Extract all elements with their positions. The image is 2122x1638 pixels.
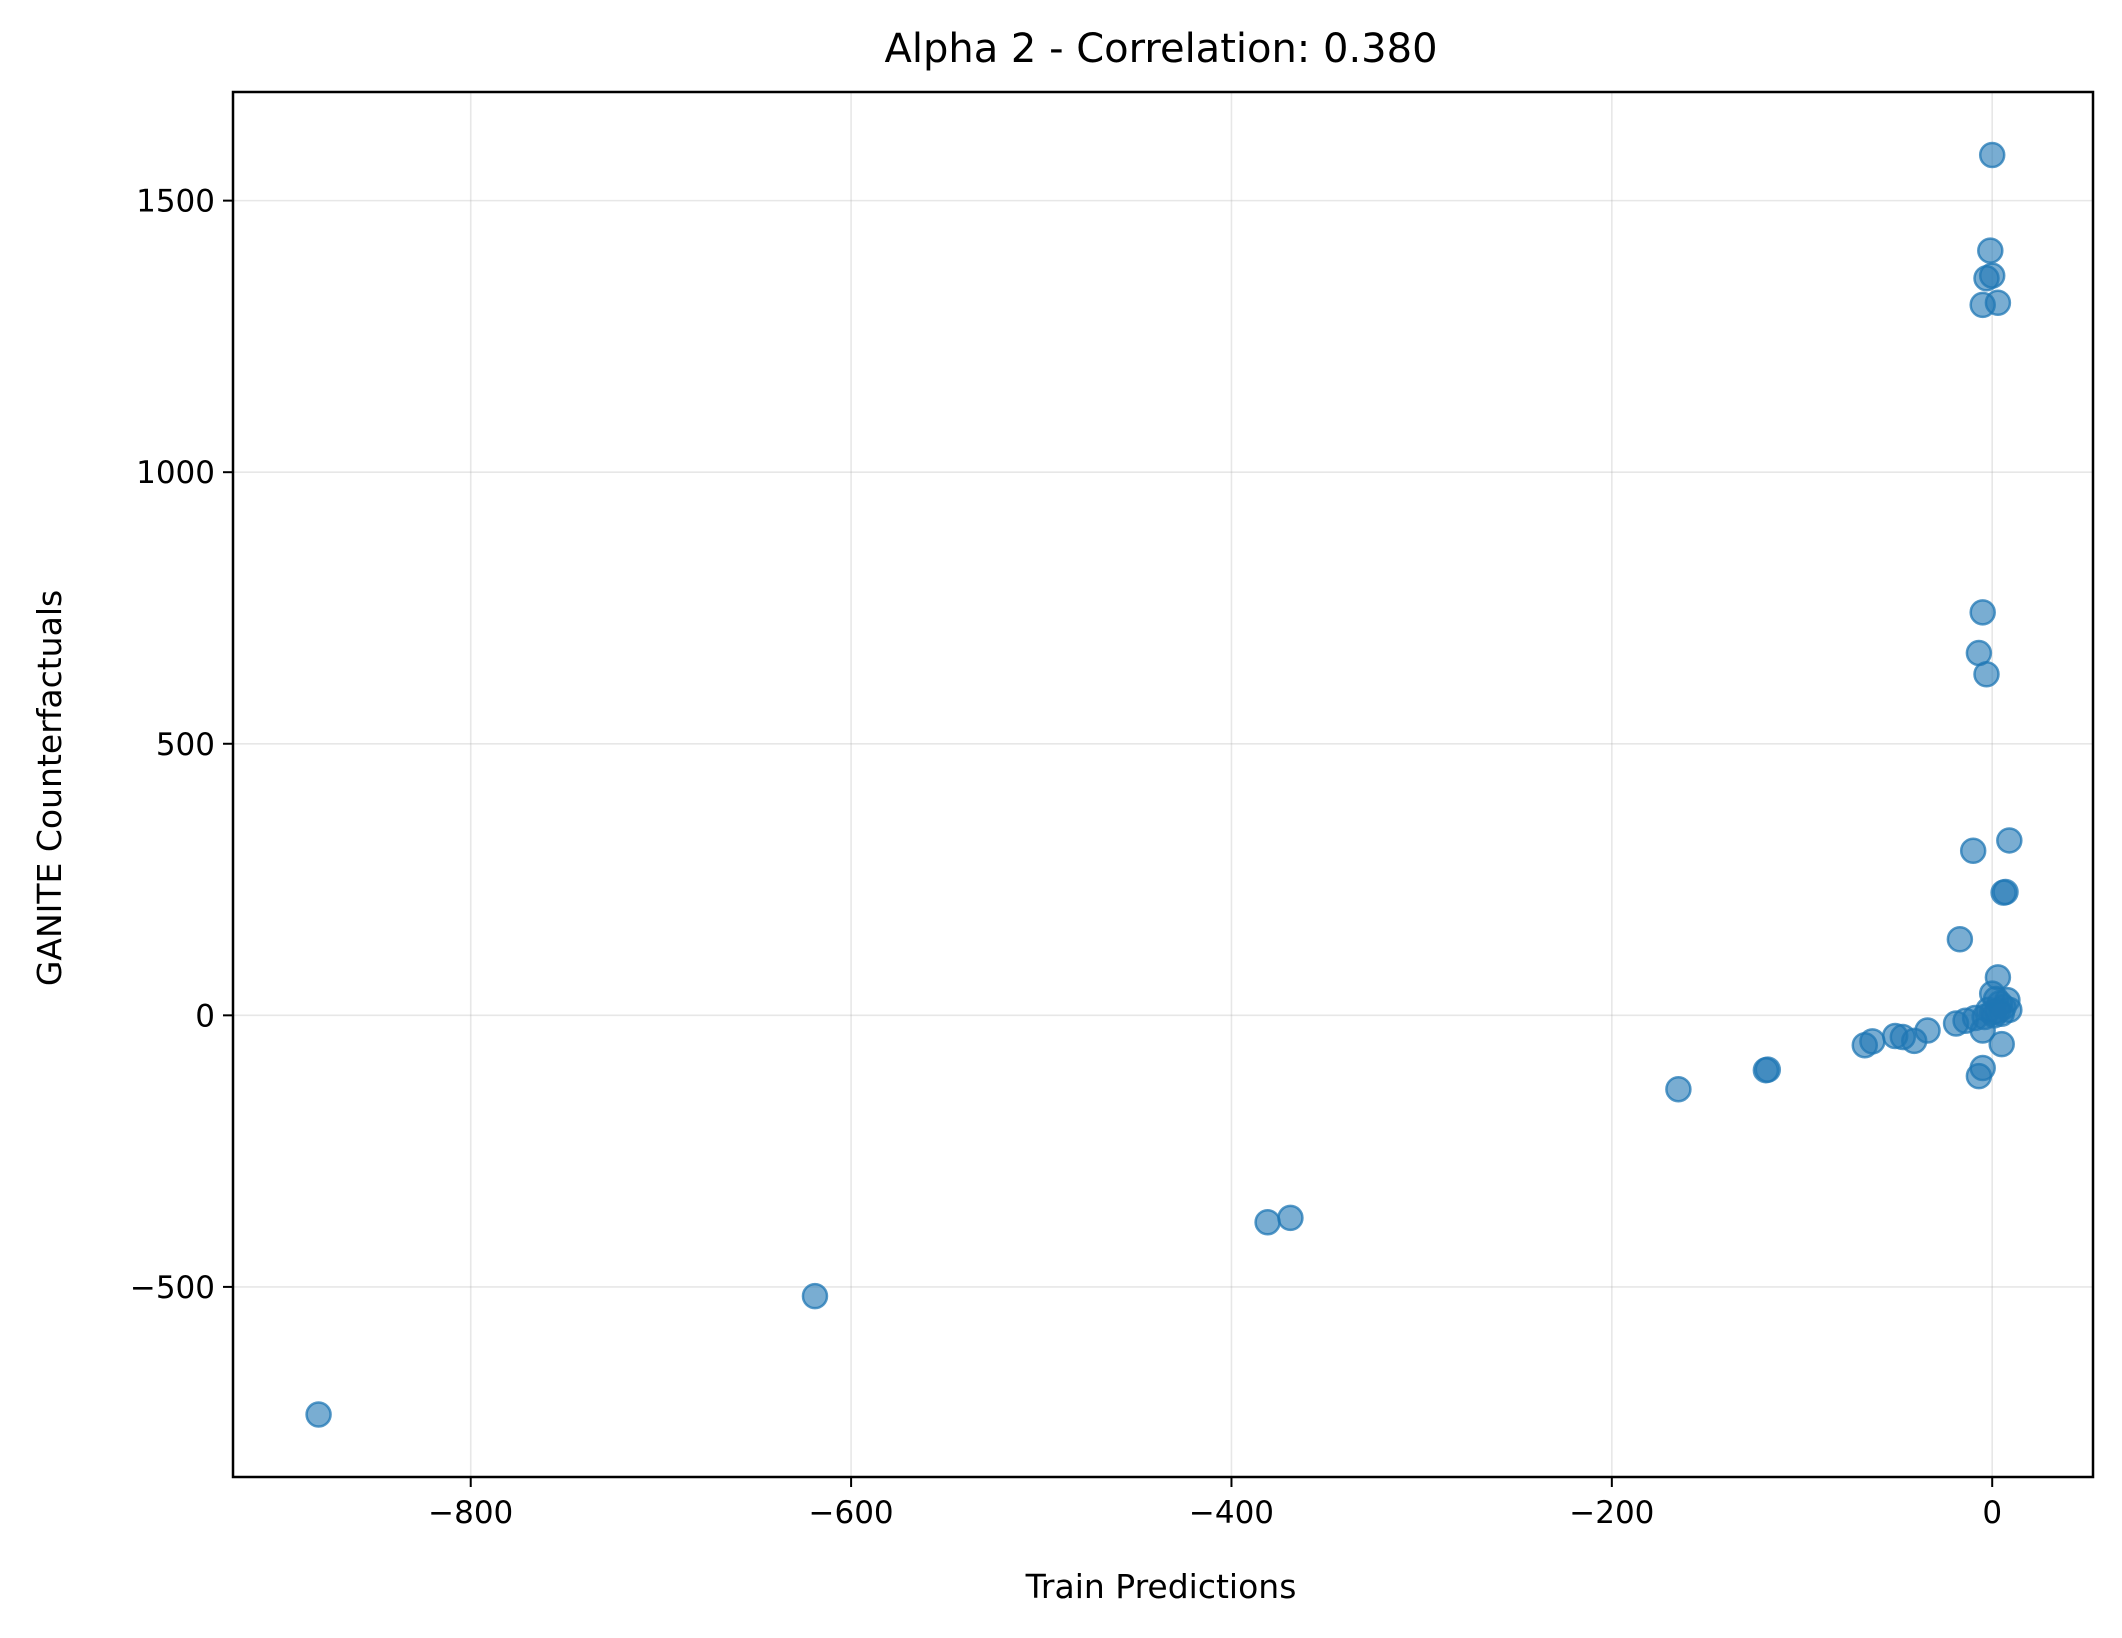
data-point xyxy=(1988,1030,2015,1058)
data-point xyxy=(1988,1000,2015,1027)
x-tick-label: 0 xyxy=(1982,1495,2002,1531)
data-point xyxy=(1978,141,2006,169)
data-point xyxy=(1973,660,2000,688)
data-point xyxy=(1965,1062,1993,1090)
grid xyxy=(233,92,2093,1477)
chart-title: Alpha 2 - Correlation: 0.380 xyxy=(884,26,1437,72)
data-point xyxy=(1969,1017,1996,1044)
x-axis-label: Train Predictions xyxy=(1025,1567,1297,1606)
data-point xyxy=(801,1282,829,1310)
data-point xyxy=(1977,237,2004,264)
axis-ticks: −800 −600 −400 −200 0 −500 0 500 1000 1500 xyxy=(130,184,2002,1531)
x-tick-label: −200 xyxy=(1569,1495,1654,1531)
data-point xyxy=(1254,1209,1281,1236)
data-point xyxy=(1665,1075,1692,1103)
x-tick-label: −400 xyxy=(1189,1495,1274,1531)
data-point xyxy=(1992,878,2019,906)
data-point xyxy=(1969,599,1996,626)
data-point xyxy=(1959,837,1987,865)
data-point xyxy=(1996,827,2023,854)
data-point xyxy=(1946,926,1974,953)
y-tick-label: 1500 xyxy=(136,184,215,220)
x-tick-label: −800 xyxy=(428,1495,513,1531)
data-point xyxy=(1881,1022,1909,1050)
y-tick-label: 500 xyxy=(156,727,215,763)
y-axis-label: GANITE Counterfactuals xyxy=(30,590,69,986)
data-points xyxy=(305,141,2023,1428)
x-tick-label: −600 xyxy=(809,1495,894,1531)
data-point xyxy=(305,1401,332,1428)
y-tick-label: 0 xyxy=(195,998,215,1034)
y-tick-label: 1000 xyxy=(136,455,215,491)
data-point xyxy=(1752,1056,1780,1084)
data-point xyxy=(1984,289,2012,316)
data-point xyxy=(1978,262,2006,289)
data-point xyxy=(1942,1010,1970,1037)
data-point xyxy=(1277,1204,1304,1232)
plot-area-frame xyxy=(231,90,2095,1479)
data-point xyxy=(1851,1031,1879,1059)
y-tick-label: −500 xyxy=(130,1270,215,1306)
